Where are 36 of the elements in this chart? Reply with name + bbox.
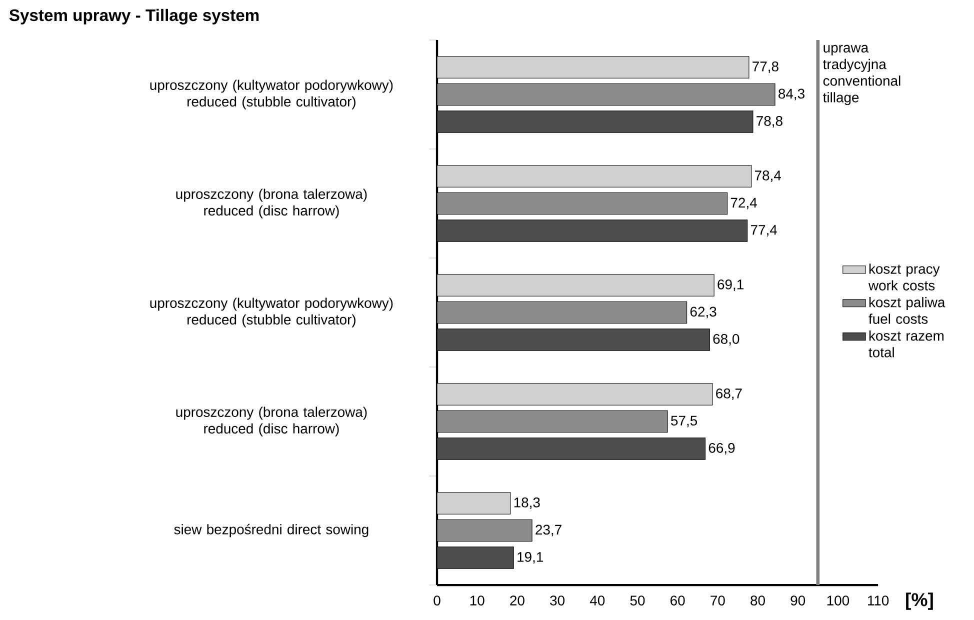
x-tick-label: 80	[750, 596, 765, 606]
ref-line-label: uprawa tradycyjna conventional tillage	[823, 44, 900, 106]
data-label: 78,8	[756, 116, 782, 128]
text: System uprawy - Tillage system	[9, 8, 259, 24]
x-tick-label: 40	[590, 596, 605, 606]
data-label: 57,5	[671, 416, 698, 428]
x-tick-label: 100	[827, 596, 850, 606]
data-label: 78,4	[754, 170, 781, 182]
data-label: 18,3	[514, 498, 540, 510]
data-label: 68,7	[716, 388, 742, 400]
y-tick-label: uproszczony (kultywator podorywkowy) reduced (stubble cultivator)	[150, 298, 393, 328]
data-label: 68,0	[713, 334, 740, 346]
x-tick-label: 60	[670, 596, 685, 606]
y-tick-label: siew bezpośredni direct sowing	[174, 524, 368, 538]
y-tick-label: uproszczony (brona talerzowa) reduced (disc harrow)	[176, 188, 367, 218]
data-label: 72,4	[730, 198, 757, 210]
x-tick-label: 20	[510, 596, 524, 606]
data-label: 77,4	[750, 225, 777, 236]
x-tick-label: 50	[630, 596, 645, 606]
data-label: 77,8	[752, 62, 778, 74]
x-axis-title: [%]	[906, 592, 933, 610]
x-tick-label: 110	[868, 596, 889, 606]
data-label: 69,1	[718, 280, 744, 292]
y-tick-label: uproszczony (kultywator podorywkowy) reduced (stubble cultivator)	[150, 80, 393, 110]
data-label: 66,9	[708, 443, 735, 455]
data-label: 84,3	[778, 88, 804, 100]
data-label: 19,1	[518, 552, 543, 564]
data-label: 62,3	[690, 306, 716, 318]
x-tick-label: 30	[550, 596, 565, 606]
legend-label: koszt razem total	[868, 330, 944, 358]
x-tick-label: 10	[470, 596, 484, 606]
data-label: 23,7	[536, 524, 562, 536]
x-tick-label: 90	[790, 596, 806, 606]
x-tick-label: 70	[710, 596, 725, 606]
x-tick-label: 0	[434, 596, 440, 606]
y-tick-label: uproszczony (brona talerzowa) reduced (disc harrow)	[176, 406, 367, 436]
